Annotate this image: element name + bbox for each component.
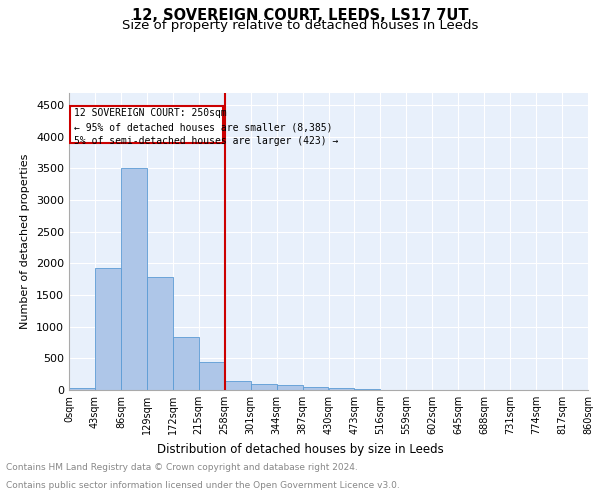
Bar (95, 268, 121, 390)
FancyBboxPatch shape (70, 106, 223, 143)
Bar (302, 387, 329, 390)
Bar (224, 380, 251, 390)
Text: Size of property relative to detached houses in Leeds: Size of property relative to detached ho… (122, 18, 478, 32)
Bar (173, 337, 199, 390)
Text: 12 SOVEREIGN COURT: 250sqm
← 95% of detached houses are smaller (8,385)
5% of se: 12 SOVEREIGN COURT: 250sqm ← 95% of deta… (74, 108, 338, 146)
Text: Contains public sector information licensed under the Open Government Licence v3: Contains public sector information licen… (6, 481, 400, 490)
Y-axis label: Number of detached properties: Number of detached properties (20, 154, 31, 329)
Text: 12, SOVEREIGN COURT, LEEDS, LS17 7UT: 12, SOVEREIGN COURT, LEEDS, LS17 7UT (132, 8, 468, 22)
Bar (147, 278, 173, 390)
Text: Distribution of detached houses by size in Leeds: Distribution of detached houses by size … (157, 442, 443, 456)
Text: Contains HM Land Registry data © Crown copyright and database right 2024.: Contains HM Land Registry data © Crown c… (6, 464, 358, 472)
Bar (329, 388, 355, 390)
Bar (121, 168, 147, 390)
Bar (69, 388, 95, 390)
Bar (251, 384, 277, 390)
Bar (277, 386, 302, 390)
Bar (199, 362, 224, 390)
